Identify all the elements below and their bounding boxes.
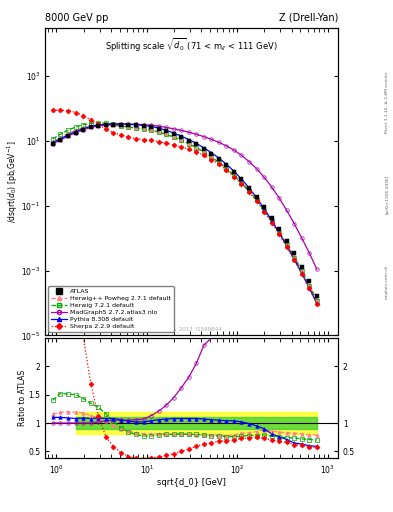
X-axis label: sqrt{d_0} [GeV]: sqrt{d_0} [GeV] <box>157 478 226 487</box>
Text: [arXiv:1306.3436]: [arXiv:1306.3436] <box>385 175 389 214</box>
Text: Rivet 3.1.10, ≥ 2.8M events: Rivet 3.1.10, ≥ 2.8M events <box>385 72 389 133</box>
Text: 8000 GeV pp: 8000 GeV pp <box>45 13 108 23</box>
Legend: ATLAS, Herwig++ Powheg 2.7.1 default, Herwig 7.2.1 default, MadGraph5 2.7.2.atla: ATLAS, Herwig++ Powheg 2.7.1 default, He… <box>48 286 174 332</box>
Text: ATLAS_2017_I1599844: ATLAS_2017_I1599844 <box>160 327 223 332</box>
Text: Splitting scale $\sqrt{d_0}$ (71 < m$_{ll}$ < 111 GeV): Splitting scale $\sqrt{d_0}$ (71 < m$_{l… <box>105 36 278 53</box>
Y-axis label: d$\sigma$
/dsqrt($d_0$) [pb,GeV$^{-1}$]: d$\sigma$ /dsqrt($d_0$) [pb,GeV$^{-1}$] <box>0 140 20 223</box>
Y-axis label: Ratio to ATLAS: Ratio to ATLAS <box>18 370 27 426</box>
Text: Z (Drell-Yan): Z (Drell-Yan) <box>279 13 338 23</box>
Text: mcplots.cern.ch: mcplots.cern.ch <box>385 264 389 299</box>
